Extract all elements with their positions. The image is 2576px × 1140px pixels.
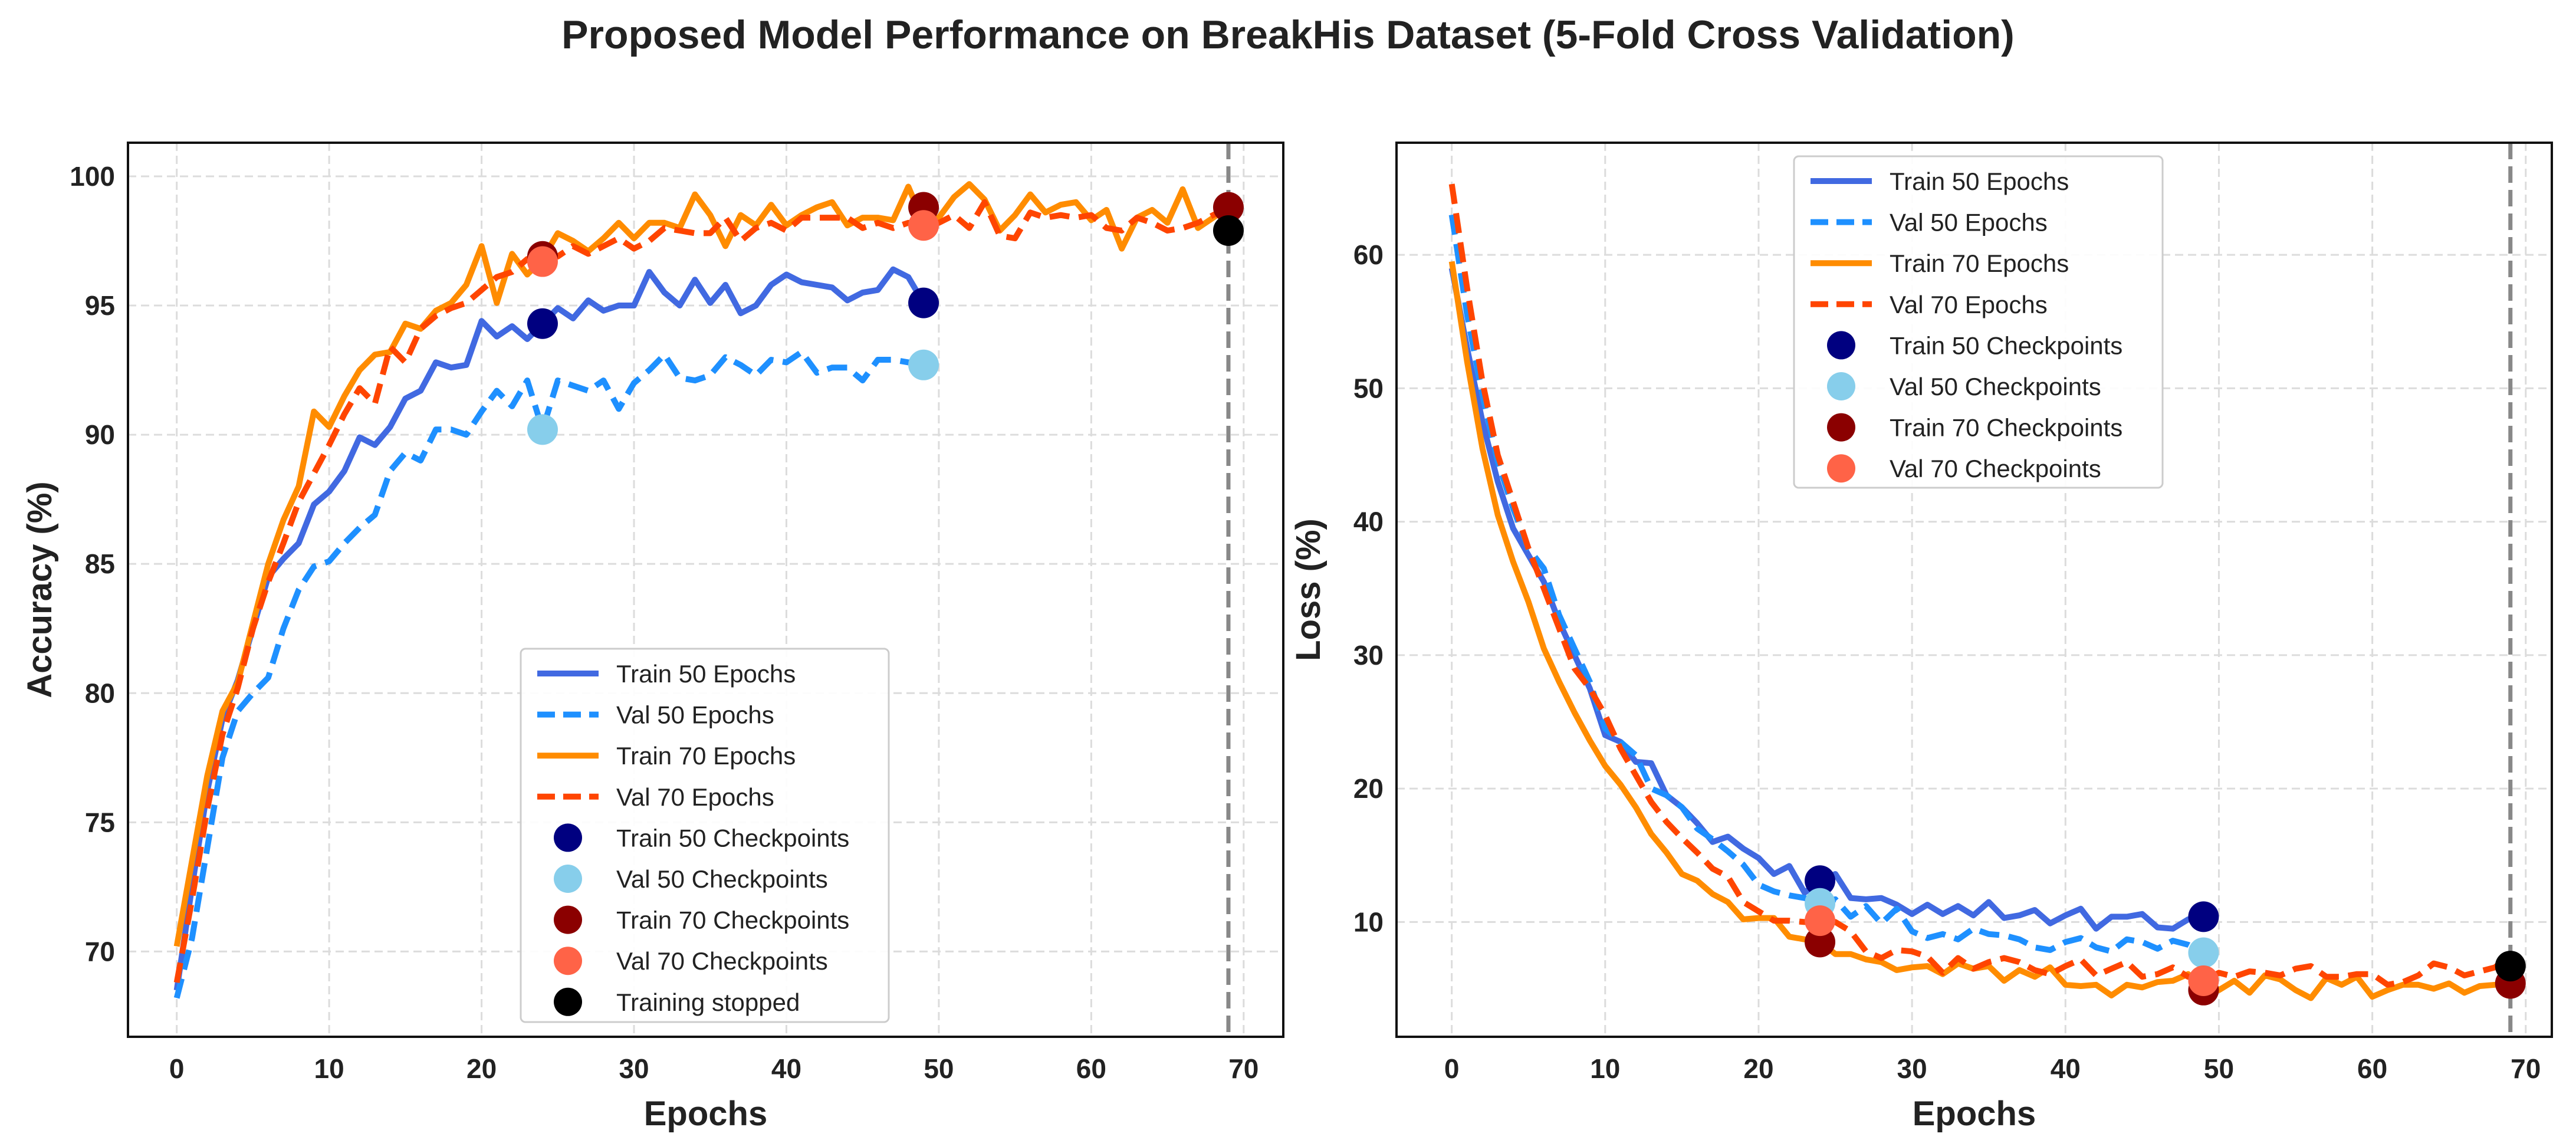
checkpoint-marker-val-70-checkpoints: [908, 210, 939, 241]
legend-label: Val 50 Epochs: [1890, 209, 2048, 236]
checkpoint-marker-training-stopped: [2495, 951, 2526, 982]
x-tick-label: 30: [619, 1053, 649, 1084]
x-tick-label: 70: [2511, 1053, 2541, 1084]
checkpoint-marker-train-50-checkpoints: [908, 287, 939, 318]
x-tick-label: 30: [1897, 1053, 1927, 1084]
y-tick-label: 10: [1353, 906, 1384, 937]
legend-box: [1793, 155, 2164, 489]
checkpoint-marker-val-50-checkpoints: [908, 349, 939, 380]
checkpoint-marker-val-50-checkpoints: [527, 414, 558, 445]
legend-label: Train 50 Epochs: [616, 660, 796, 688]
y-tick-label: 75: [85, 807, 115, 837]
legend-label: Train 70 Epochs: [616, 742, 796, 770]
legend-label: Val 70 Checkpoints: [616, 947, 828, 975]
y-axis-label: Accuracy (%): [21, 481, 59, 698]
legend-label: Training stopped: [616, 988, 800, 1016]
legend-marker-swatch: [1827, 454, 1855, 483]
checkpoint-marker-train-70-checkpoints: [1805, 927, 1836, 958]
x-tick-label: 40: [2051, 1053, 2081, 1084]
x-tick-label: 20: [1743, 1053, 1773, 1084]
y-axis-label: Loss (%): [1289, 518, 1328, 661]
y-tick-label: 50: [1353, 373, 1384, 403]
x-tick-label: 70: [1228, 1053, 1259, 1084]
checkpoint-marker-val-70-checkpoints: [527, 246, 558, 277]
legend-label: Train 50 Epochs: [1890, 167, 2069, 195]
checkpoint-marker-train-70-checkpoints: [1213, 192, 1244, 223]
y-tick-label: 100: [70, 161, 115, 192]
x-tick-label: 40: [771, 1053, 801, 1084]
legend-label: Train 50 Checkpoints: [1890, 331, 2122, 359]
legend-label: Train 70 Checkpoints: [1890, 414, 2122, 442]
checkpoint-marker-train-50-checkpoints: [1805, 865, 1836, 896]
legend-box: [520, 648, 890, 1023]
legend-label: Val 50 Checkpoints: [616, 865, 828, 893]
legend-label: Train 50 Checkpoints: [616, 824, 849, 852]
plot-frame: [1395, 142, 2553, 1038]
x-axis-label: Epochs: [644, 1095, 768, 1133]
series-line-val-50-epochs: [173, 349, 924, 999]
x-tick-label: 10: [314, 1053, 344, 1084]
figure-title: Proposed Model Performance on BreakHis D…: [561, 12, 2015, 57]
y-tick-label: 30: [1353, 640, 1384, 671]
y-tick-label: 60: [1353, 239, 1384, 270]
legend: Train 50 Epochs Val 50 Epochs Train 70 Epo…: [1793, 155, 2164, 489]
legend-label: Val 50 Checkpoints: [1890, 373, 2101, 400]
legend-label: Val 70 Epochs: [616, 783, 774, 811]
x-tick-label: 50: [924, 1053, 954, 1084]
legend-marker-swatch: [554, 823, 582, 852]
legend-label: Val 50 Epochs: [616, 701, 774, 729]
series-line-val-70-epochs: [1448, 183, 2513, 988]
checkpoint-marker-train-50-checkpoints: [527, 308, 558, 339]
y-tick-label: 20: [1353, 773, 1384, 804]
y-tick-label: 90: [85, 419, 115, 450]
legend-marker-swatch: [1827, 372, 1855, 400]
legend-marker-swatch: [1827, 413, 1855, 442]
y-tick-label: 80: [85, 678, 115, 708]
y-tick-label: 70: [85, 936, 115, 967]
series-line-train-70-epochs: [173, 181, 1230, 947]
plot-frame: [127, 142, 1284, 1038]
checkpoint-marker-val-70-checkpoints: [1805, 905, 1836, 937]
y-tick-label: 85: [85, 548, 115, 579]
checkpoint-marker-val-50-checkpoints: [2188, 937, 2219, 968]
legend-marker-swatch: [554, 987, 582, 1016]
legend-label: Val 70 Checkpoints: [1890, 455, 2101, 482]
x-tick-label: 20: [466, 1053, 497, 1084]
legend: Train 50 Epochs Val 50 Epochs Train 70 Epo…: [520, 648, 890, 1023]
x-tick-label: 60: [1076, 1053, 1106, 1084]
x-axis-label: Epochs: [1913, 1095, 2036, 1133]
checkpoint-marker-val-70-checkpoints: [2188, 965, 2219, 996]
loss-chart: 0 10 20 30 40 50 60 70 10 20 30 40 50 60 Epochs Loss (%…: [1289, 142, 2553, 1133]
legend-label: Val 70 Epochs: [1890, 291, 2048, 318]
checkpoint-marker-training-stopped: [1213, 215, 1244, 246]
y-tick-label: 95: [85, 290, 115, 321]
x-tick-label: 10: [1590, 1053, 1620, 1084]
x-tick-label: 0: [1444, 1053, 1460, 1084]
legend-marker-swatch: [554, 905, 582, 934]
legend-marker-swatch: [554, 947, 582, 975]
legend-label: Train 70 Checkpoints: [616, 906, 849, 934]
legend-marker-swatch: [1827, 331, 1855, 360]
series-line-val-70-epochs: [173, 199, 1230, 983]
x-tick-label: 0: [169, 1053, 185, 1084]
checkpoint-marker-train-50-checkpoints: [2188, 901, 2219, 932]
x-tick-label: 60: [2357, 1053, 2387, 1084]
y-tick-label: 40: [1353, 507, 1384, 537]
x-tick-label: 50: [2204, 1053, 2234, 1084]
accuracy-chart: 0 10 20 30 40 50 60 70 70 75 80 85 90 95 100 Epochs Accu…: [21, 142, 1284, 1133]
legend-label: Train 70 Epochs: [1890, 249, 2069, 277]
legend-marker-swatch: [554, 865, 582, 893]
